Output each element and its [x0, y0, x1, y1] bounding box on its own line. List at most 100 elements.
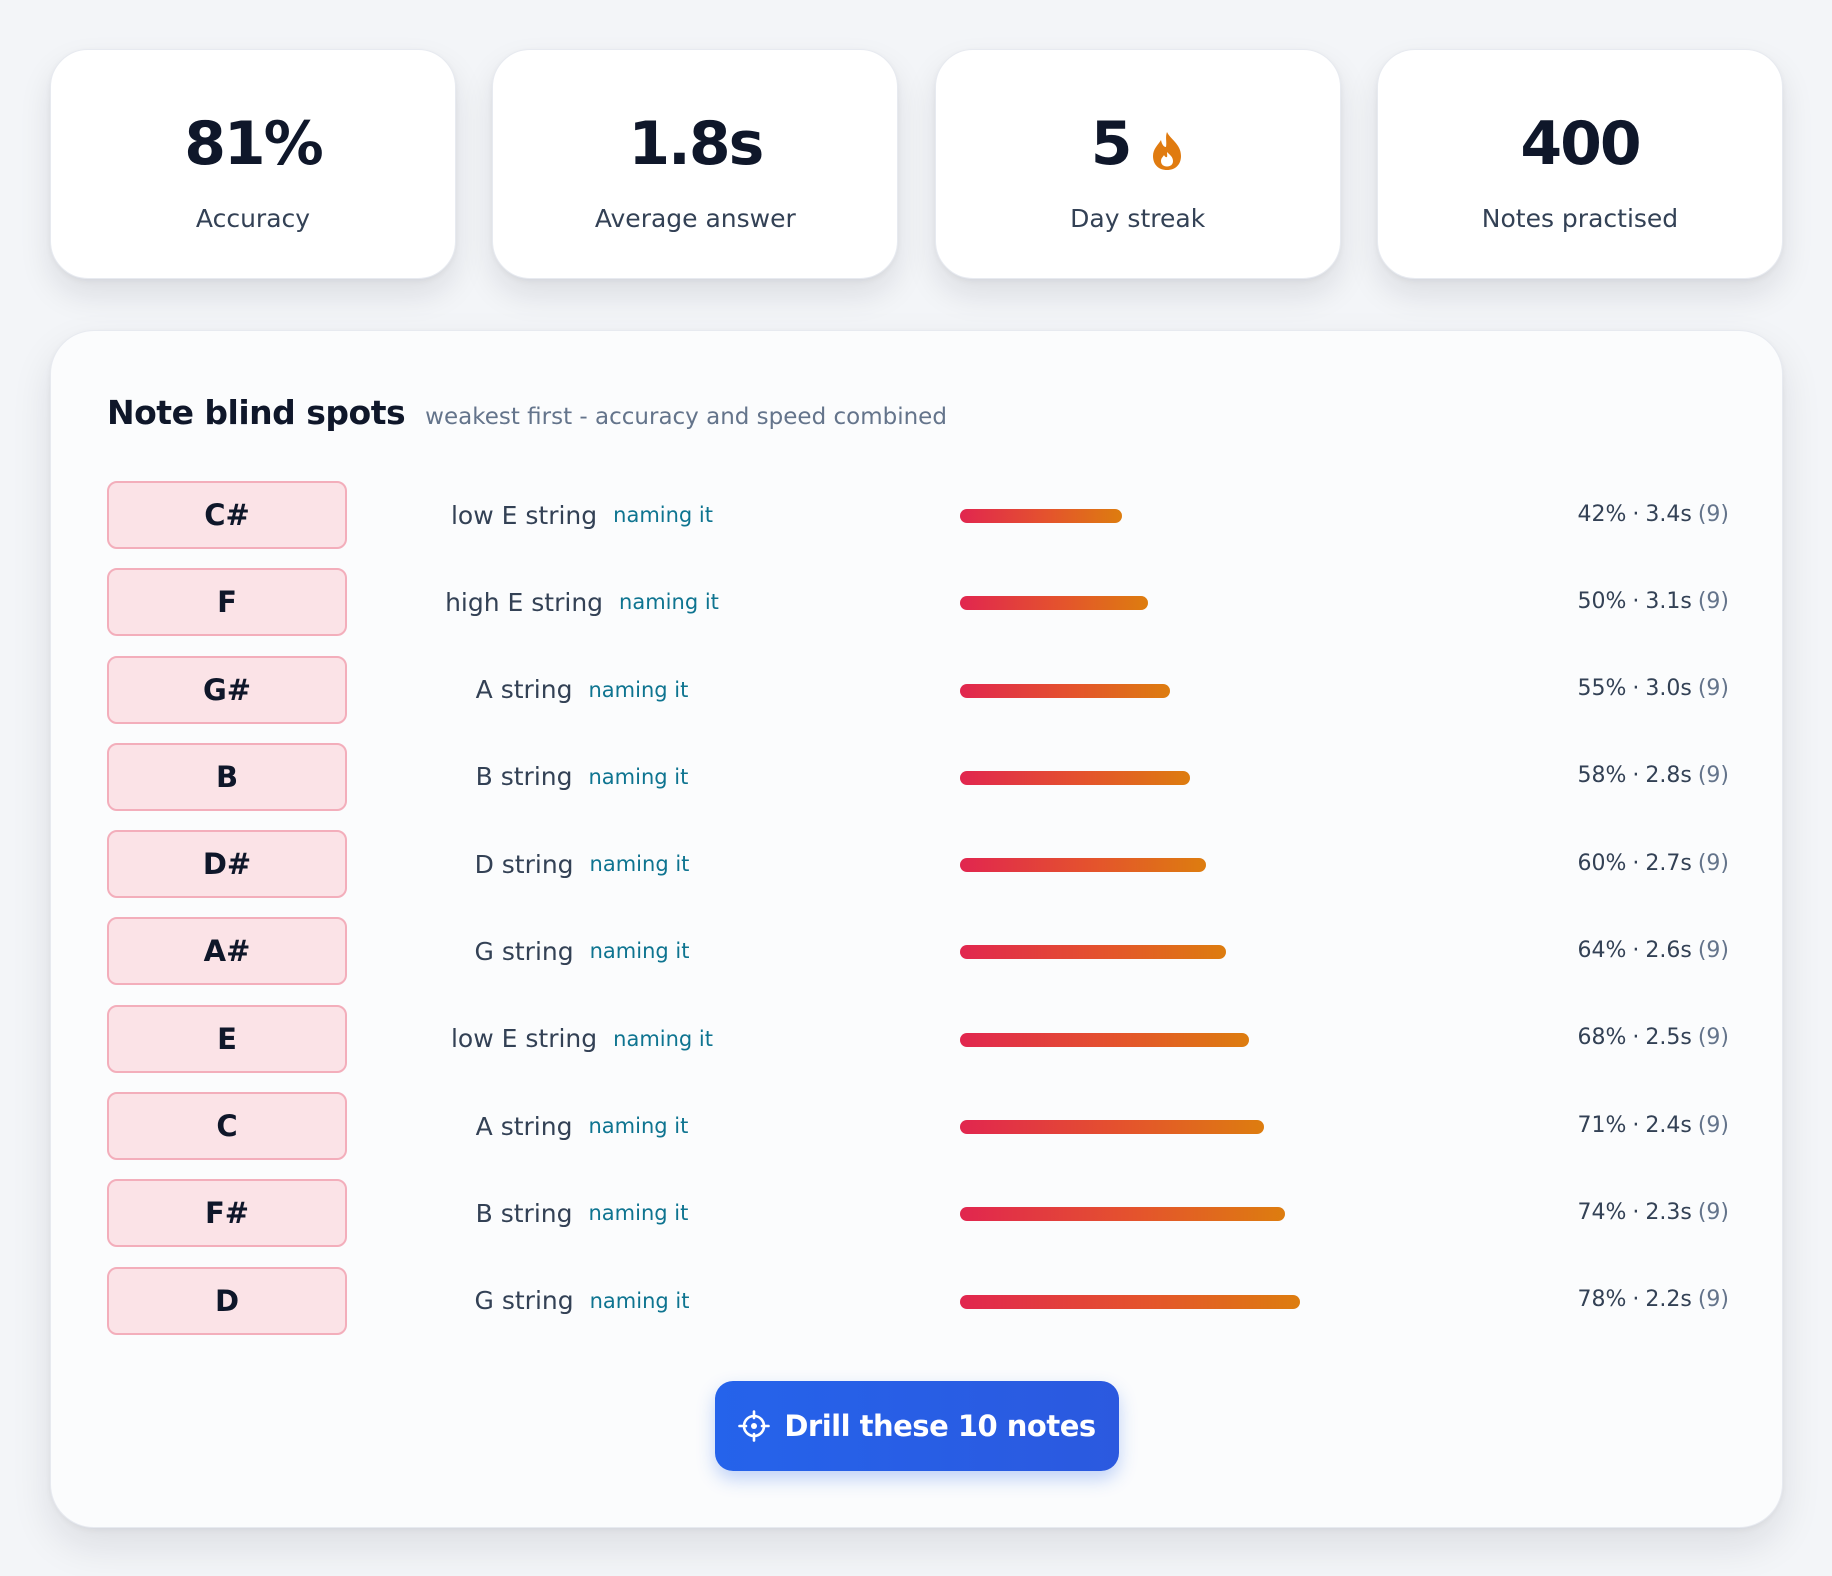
accuracy-percent: 42% — [1577, 501, 1627, 527]
score-bar-track — [960, 945, 1457, 960]
attempt-count: (9) — [1697, 1287, 1729, 1313]
stat-card-notes-practised: 400 Notes practised — [1376, 49, 1783, 279]
score-bar-fill — [960, 683, 1170, 698]
answer-time: 2.5s — [1645, 1025, 1692, 1051]
separator: · — [1632, 937, 1640, 963]
score-bar-track — [960, 509, 1457, 523]
answer-time: 3.1s — [1645, 588, 1692, 614]
stats-row: 81% Accuracy 1.8s Average answer 5 Day s… — [50, 49, 1783, 279]
string-name: B string — [475, 762, 573, 792]
string-name: low E string — [450, 500, 598, 530]
mode-tag: naming it — [588, 677, 689, 702]
separator: · — [1632, 1287, 1640, 1313]
row-stats: 68% · 2.5s (9) — [1577, 1005, 1729, 1071]
note-chip[interactable]: A# — [107, 917, 347, 986]
string-name: G string — [474, 1286, 574, 1316]
attempt-count: (9) — [1697, 1025, 1729, 1051]
row-stats: 50% · 3.1s (9) — [1577, 568, 1729, 634]
row-stats: 64% · 2.6s (9) — [1577, 917, 1729, 983]
score-bar-fill — [960, 770, 1190, 785]
string-info: A string naming it — [387, 656, 777, 724]
note-chip[interactable]: E — [107, 1004, 347, 1073]
answer-time: 3.0s — [1645, 676, 1692, 702]
separator: · — [1632, 676, 1640, 702]
score-bar-fill — [960, 1294, 1300, 1309]
string-name: A string — [475, 1111, 573, 1141]
string-info: low E string naming it — [387, 481, 777, 549]
string-name: B string — [475, 1198, 573, 1228]
average-answer-label: Average answer — [594, 204, 796, 233]
score-bar-fill — [960, 858, 1206, 873]
stat-value: 400 — [1378, 106, 1782, 182]
string-info: G string naming it — [387, 1267, 777, 1335]
mode-tag: naming it — [588, 1201, 689, 1226]
notes-practised-value: 400 — [1520, 109, 1641, 179]
attempt-count: (9) — [1697, 763, 1729, 789]
note-chip[interactable]: C# — [107, 481, 347, 549]
row-stats: 71% · 2.4s (9) — [1577, 1092, 1729, 1158]
note-chip[interactable]: C — [107, 1092, 347, 1161]
accuracy-percent: 60% — [1577, 850, 1627, 876]
note-chip[interactable]: D — [107, 1266, 347, 1335]
separator: · — [1632, 501, 1640, 527]
mode-tag: naming it — [619, 590, 719, 615]
separator: · — [1632, 1112, 1640, 1138]
string-info: high E string naming it — [387, 568, 777, 636]
crosshair-icon — [738, 1410, 771, 1442]
blind-spot-row: G# A string naming it 55% · 3.0s (9) — [107, 655, 1729, 743]
separator: · — [1632, 763, 1640, 789]
blind-spot-row: F# B string naming it 74% · 2.3s (9) — [107, 1179, 1729, 1266]
string-info: G string naming it — [387, 917, 777, 985]
average-answer-value: 1.8s — [628, 109, 764, 179]
panel-subtitle: weakest first - accuracy and speed combi… — [425, 404, 947, 430]
attempt-count: (9) — [1697, 1199, 1729, 1225]
note-chip[interactable]: D# — [107, 830, 347, 899]
blind-spot-row: A# G string naming it 64% · 2.6s (9) — [107, 917, 1729, 1004]
row-stats: 60% · 2.7s (9) — [1577, 830, 1729, 896]
answer-time: 2.7s — [1645, 850, 1692, 876]
note-chip[interactable]: F# — [107, 1179, 347, 1248]
stat-card-accuracy: 81% Accuracy — [50, 49, 456, 279]
blind-spot-row: C# low E string naming it 42% · 3.4s (9) — [107, 481, 1729, 568]
stat-card-average-answer: 1.8s Average answer — [492, 49, 899, 279]
attempt-count: (9) — [1697, 501, 1729, 527]
string-name: high E string — [445, 587, 604, 617]
day-streak-value: 5 — [1090, 109, 1133, 179]
score-bar-fill — [960, 945, 1226, 960]
row-stats: 58% · 2.8s (9) — [1577, 743, 1729, 809]
mode-tag: naming it — [613, 1026, 713, 1051]
blind-spot-row: C A string naming it 71% · 2.4s (9) — [107, 1092, 1729, 1179]
blind-spot-row: D G string naming it 78% · 2.2s (9) — [107, 1266, 1729, 1354]
blind-spot-row: D# D string naming it 60% · 2.7s (9) — [107, 830, 1729, 917]
answer-time: 2.3s — [1645, 1199, 1692, 1225]
score-bar-fill — [960, 509, 1122, 523]
separator: · — [1632, 1025, 1640, 1051]
flame-icon — [1152, 132, 1181, 170]
drill-notes-button[interactable]: Drill these 10 notes — [715, 1381, 1119, 1471]
accuracy-percent: 64% — [1577, 937, 1627, 963]
score-bar-track — [960, 770, 1457, 785]
row-stats: 55% · 3.0s (9) — [1577, 656, 1729, 722]
score-bar-fill — [960, 1120, 1264, 1135]
answer-time: 2.6s — [1645, 937, 1692, 963]
note-chip[interactable]: B — [107, 742, 347, 811]
note-chip[interactable]: F — [107, 568, 347, 637]
mode-tag: naming it — [613, 503, 713, 527]
string-info: A string naming it — [387, 1092, 777, 1160]
row-stats: 74% · 2.3s (9) — [1577, 1179, 1729, 1245]
answer-time: 2.4s — [1645, 1112, 1692, 1138]
mode-tag: naming it — [588, 1114, 689, 1139]
answer-time: 3.4s — [1645, 501, 1692, 527]
score-bar-track — [960, 1120, 1457, 1135]
separator: · — [1632, 1199, 1640, 1225]
string-name: low E string — [450, 1024, 598, 1054]
accuracy-value: 81% — [184, 109, 324, 179]
stat-card-day-streak: 5 Day streak — [934, 49, 1341, 279]
score-bar-track — [960, 1294, 1457, 1309]
note-chip[interactable]: G# — [107, 655, 347, 724]
answer-time: 2.8s — [1645, 763, 1692, 789]
mode-tag: naming it — [589, 1288, 690, 1313]
accuracy-label: Accuracy — [195, 204, 311, 233]
